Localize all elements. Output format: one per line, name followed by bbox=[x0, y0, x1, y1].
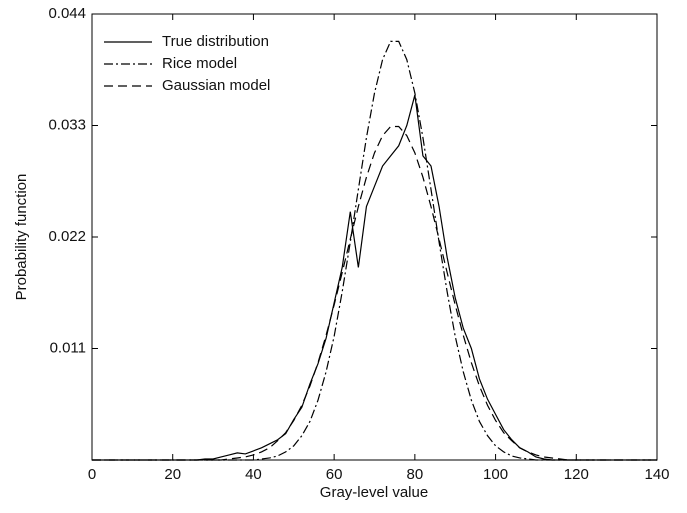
legend-label: True distribution bbox=[162, 33, 269, 50]
legend-label: Rice model bbox=[162, 55, 237, 72]
y-tick-label: 0.033 bbox=[48, 116, 86, 133]
x-tick-label: 80 bbox=[407, 466, 424, 483]
x-tick-label: 40 bbox=[245, 466, 262, 483]
x-axis-label: Gray-level value bbox=[320, 484, 428, 501]
y-tick-label: 0.011 bbox=[50, 339, 86, 356]
legend-label: Gaussian model bbox=[162, 77, 270, 94]
series-line bbox=[92, 125, 657, 461]
x-tick-label: 0 bbox=[88, 466, 96, 483]
x-tick-label: 120 bbox=[564, 466, 589, 483]
x-tick-label: 100 bbox=[483, 466, 508, 483]
x-tick-label: 140 bbox=[644, 466, 669, 483]
y-tick-label: 0.022 bbox=[48, 228, 86, 245]
y-axis-label: Probability function bbox=[13, 174, 30, 301]
y-tick-label: 0.044 bbox=[48, 5, 86, 22]
series-line bbox=[92, 40, 657, 461]
x-tick-label: 20 bbox=[164, 466, 181, 483]
series-line bbox=[92, 94, 657, 461]
x-tick-label: 60 bbox=[326, 466, 343, 483]
